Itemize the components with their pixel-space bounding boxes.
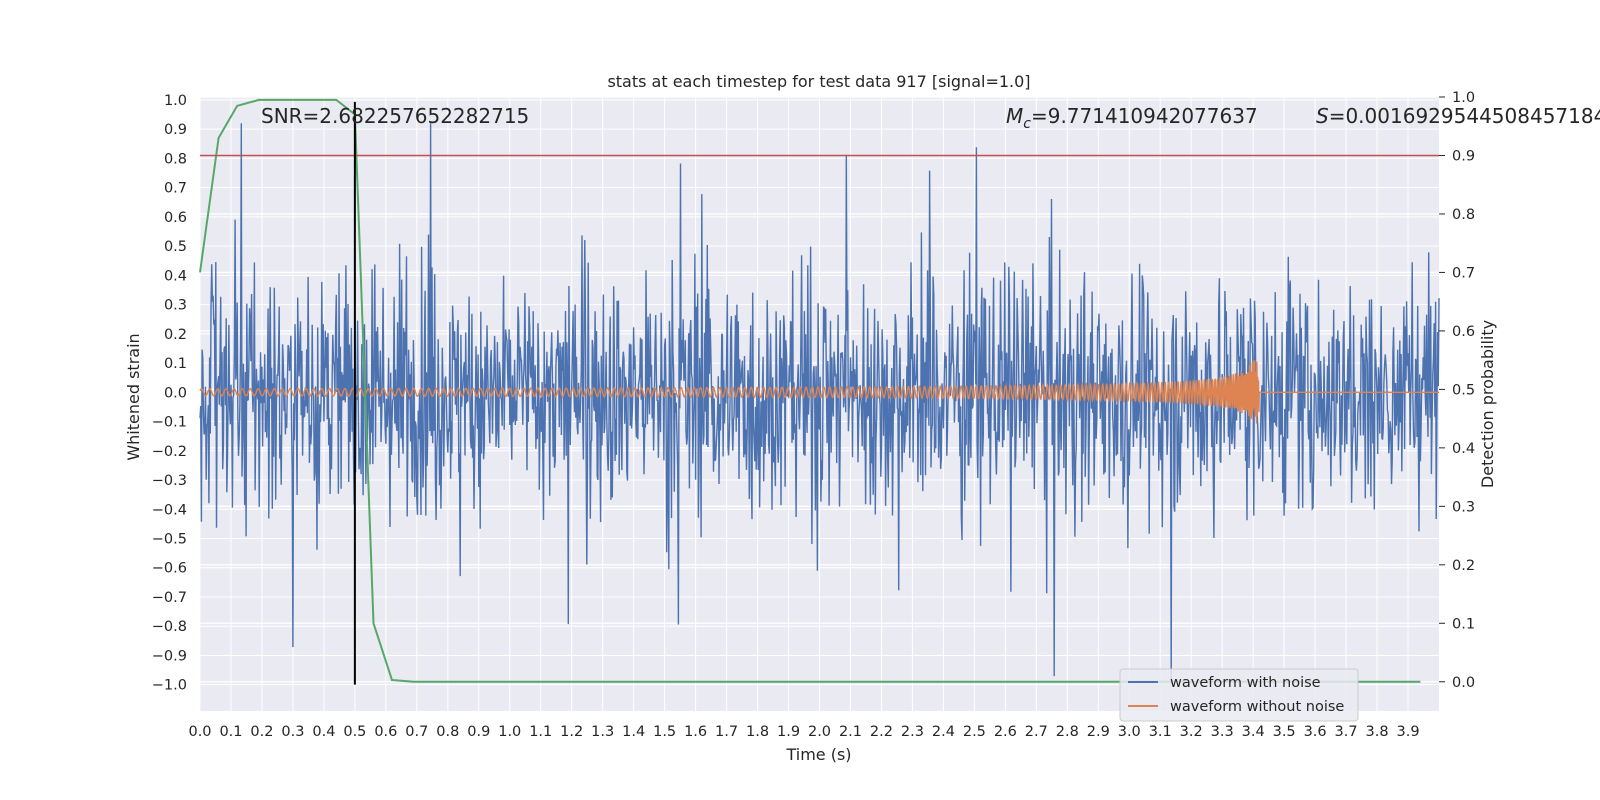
x-tick-label: 3.9 <box>1396 724 1419 740</box>
series-detection-probability <box>199 98 1421 683</box>
x-tick-label: 3.3 <box>1211 724 1234 740</box>
y-tick-label: −0.5 <box>152 531 187 547</box>
x-axis-label: Time (s) <box>785 745 851 764</box>
x-tick-label: 2.6 <box>994 724 1017 740</box>
s-annotation: S=0.0016929544508457184 <box>1316 104 1600 128</box>
x-tick-label: 1.6 <box>684 724 707 740</box>
noisy-waveform-line <box>199 123 1440 685</box>
chirp-mass-value: =9.771410942077637 <box>1031 104 1258 128</box>
y2-tick-label: 0.0 <box>1452 675 1475 691</box>
x-tick-label: 1.1 <box>529 724 552 740</box>
y-tick-label: −0.4 <box>152 502 187 518</box>
y2-tick-label: 0.9 <box>1452 148 1475 164</box>
x-tick-label: 0.1 <box>219 724 242 740</box>
y-tick-label: 1.0 <box>164 93 187 109</box>
legend-label-clean: waveform without noise <box>1170 699 1344 715</box>
x-tick-label: 2.9 <box>1087 724 1110 740</box>
y2-tick-label: 0.3 <box>1452 499 1475 515</box>
y-tick-label: −0.7 <box>152 590 187 606</box>
y2-axis-ticks: 1.0 0.9 0.8 0.7 0.6 0.5 0.4 0.3 0.2 0.1 0.0 <box>1439 90 1475 691</box>
x-tick-label: 2.0 <box>808 724 831 740</box>
x-tick-label: 1.2 <box>560 724 583 740</box>
y-tick-label: 0.4 <box>164 268 187 284</box>
y2-tick-label: 0.1 <box>1452 616 1475 632</box>
y-tick-label: −0.3 <box>152 473 187 489</box>
x-tick-label: 2.4 <box>932 724 955 740</box>
y2-tick-label: 0.4 <box>1452 441 1475 457</box>
x-tick-label: 0.3 <box>281 724 304 740</box>
y2-tick-label: 0.7 <box>1452 265 1475 281</box>
y2-tick-label: 0.5 <box>1452 382 1475 398</box>
y-tick-label: −0.6 <box>152 561 187 577</box>
x-tick-label: 3.4 <box>1242 724 1265 740</box>
x-tick-label: 3.0 <box>1118 724 1141 740</box>
x-tick-label: 2.7 <box>1025 724 1048 740</box>
x-tick-label: 1.4 <box>622 724 645 740</box>
x-axis-ticks: 0.0 0.1 0.2 0.3 0.4 0.5 0.6 0.7 0.8 0.9 1.0 1.1 1.2 1… <box>188 724 1419 740</box>
snr-annotation: SNR=2.682257652282715 <box>261 104 529 128</box>
y-axis-label: Whitened strain <box>124 333 143 460</box>
chirp-mass-symbol: M <box>1006 104 1023 128</box>
legend-label-noisy: waveform with noise <box>1170 675 1321 691</box>
y2-axis-label: Detection probability <box>1478 320 1497 488</box>
x-tick-label: 0.7 <box>405 724 428 740</box>
y-tick-label: 0.0 <box>164 385 187 401</box>
series-waveform-without-noise <box>199 360 1439 424</box>
probability-line <box>199 98 1421 683</box>
x-tick-label: 1.7 <box>715 724 738 740</box>
y-tick-label: 0.1 <box>164 356 187 372</box>
x-tick-label: 1.5 <box>653 724 676 740</box>
y2-tick-label: 1.0 <box>1452 90 1475 106</box>
s-value: =0.0016929544508457184 <box>1329 104 1600 128</box>
y-tick-label: −1.0 <box>152 678 187 694</box>
x-tick-label: 0.0 <box>188 724 211 740</box>
x-tick-label: 1.3 <box>591 724 614 740</box>
y-tick-label: 0.7 <box>164 181 187 197</box>
x-tick-label: 2.8 <box>1056 724 1079 740</box>
y-tick-label: −0.1 <box>152 415 187 431</box>
x-tick-label: 2.5 <box>963 724 986 740</box>
legend: waveform with noise waveform without noi… <box>1119 668 1359 722</box>
y2-tick-label: 0.2 <box>1452 558 1475 574</box>
legend-box <box>1119 668 1359 722</box>
x-tick-label: 3.1 <box>1149 724 1172 740</box>
y-tick-label: 0.5 <box>164 239 187 255</box>
x-tick-label: 0.4 <box>312 724 335 740</box>
chart-title: stats at each timestep for test data 917… <box>607 72 1030 91</box>
y-tick-label: 0.3 <box>164 298 187 314</box>
x-tick-label: 2.3 <box>901 724 924 740</box>
x-tick-label: 3.6 <box>1304 724 1327 740</box>
y-axis-ticks: 1.0 0.9 0.8 0.7 0.6 0.5 0.4 0.3 0.2 0.1 0.0 −0.1 −0.… <box>152 93 187 694</box>
y-tick-label: −0.8 <box>152 619 187 635</box>
y-tick-label: −0.2 <box>152 444 187 460</box>
y2-tick-label: 0.8 <box>1452 207 1475 223</box>
x-tick-label: 3.5 <box>1273 724 1296 740</box>
y-tick-label: 0.2 <box>164 327 187 343</box>
chirp-mass-annotation: Mc=9.771410942077637 <box>1006 104 1258 132</box>
y-tick-label: −0.9 <box>152 648 187 664</box>
x-tick-label: 3.7 <box>1335 724 1358 740</box>
y2-tick-label: 0.6 <box>1452 324 1475 340</box>
x-tick-label: 0.2 <box>250 724 273 740</box>
x-tick-label: 0.6 <box>374 724 397 740</box>
x-tick-label: 0.5 <box>343 724 366 740</box>
x-tick-label: 0.8 <box>436 724 459 740</box>
x-tick-label: 3.2 <box>1180 724 1203 740</box>
x-tick-label: 1.0 <box>498 724 521 740</box>
chirp-mass-subscript: c <box>1023 116 1031 132</box>
y-tick-label: 0.8 <box>164 151 187 167</box>
x-tick-label: 3.8 <box>1366 724 1389 740</box>
y-tick-label: 0.9 <box>164 122 187 138</box>
x-tick-label: 1.9 <box>777 724 800 740</box>
x-tick-label: 2.1 <box>839 724 862 740</box>
series-waveform-with-noise <box>199 123 1440 685</box>
clean-waveform-line <box>199 360 1439 424</box>
s-symbol: S <box>1316 104 1329 128</box>
x-tick-label: 2.2 <box>870 724 893 740</box>
y-tick-label: 0.6 <box>164 210 187 226</box>
x-tick-label: 0.9 <box>467 724 490 740</box>
x-tick-label: 1.8 <box>746 724 769 740</box>
